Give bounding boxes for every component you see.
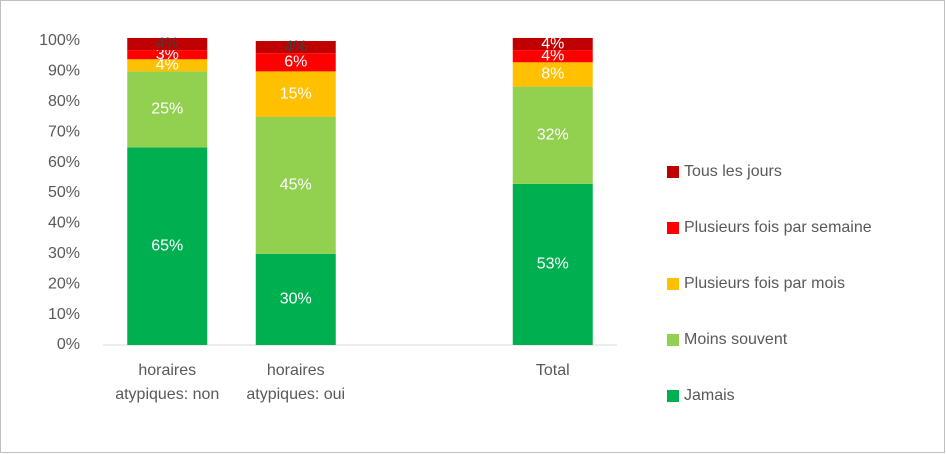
bar-segment bbox=[127, 50, 208, 60]
bar-segment bbox=[255, 117, 336, 254]
legend-swatch bbox=[667, 278, 679, 290]
legend-label: Moins souvent bbox=[684, 331, 788, 348]
y-tick-label: 80% bbox=[48, 93, 80, 110]
data-label: 3% bbox=[156, 46, 179, 63]
y-tick-label: 100% bbox=[39, 32, 80, 49]
legend-label: Plusieurs fois par semaine bbox=[684, 219, 872, 236]
bar-segment bbox=[512, 50, 593, 63]
data-label: 4% bbox=[284, 38, 307, 55]
y-tick-label: 30% bbox=[48, 245, 80, 262]
data-label: 4% bbox=[541, 47, 564, 64]
legend-swatch bbox=[667, 222, 679, 234]
data-label: 4% bbox=[541, 35, 564, 52]
data-label: 6% bbox=[284, 53, 307, 70]
bar-segment bbox=[255, 253, 336, 345]
bar-segment bbox=[255, 41, 336, 54]
x-tick-label: Total bbox=[535, 362, 570, 379]
legend-label: Plusieurs fois par mois bbox=[684, 275, 845, 292]
y-tick-label: 20% bbox=[48, 275, 80, 292]
data-label: 4% bbox=[156, 57, 179, 74]
y-tick-label: 50% bbox=[48, 184, 80, 201]
y-tick-label: 0% bbox=[57, 336, 80, 353]
bar-segment bbox=[255, 71, 336, 117]
data-label: 15% bbox=[280, 85, 312, 102]
data-label: 25% bbox=[151, 101, 183, 118]
x-tick-label: horaires atypiques: non bbox=[115, 362, 220, 403]
legend-label: Jamais bbox=[684, 387, 735, 404]
y-tick-label: 90% bbox=[48, 63, 80, 80]
legend-swatch bbox=[667, 334, 679, 346]
bar-segment bbox=[127, 71, 208, 148]
bar-segment bbox=[512, 37, 593, 51]
bar-segment bbox=[127, 147, 208, 345]
y-tick-label: 60% bbox=[48, 154, 80, 171]
legend-swatch bbox=[667, 390, 679, 402]
data-label: 8% bbox=[541, 66, 564, 83]
bar-segment bbox=[512, 86, 593, 184]
bar-segment bbox=[255, 53, 336, 72]
data-label: 32% bbox=[537, 126, 569, 143]
y-tick-label: 10% bbox=[48, 306, 80, 323]
bar-segment bbox=[127, 37, 208, 51]
bar-segment bbox=[512, 62, 593, 87]
y-tick-label: 40% bbox=[48, 215, 80, 232]
data-label: 45% bbox=[280, 177, 312, 194]
bar-segment bbox=[512, 183, 593, 345]
y-tick-label: 70% bbox=[48, 123, 80, 140]
legend-label: Tous les jours bbox=[684, 163, 782, 180]
bar-segment bbox=[127, 59, 208, 72]
data-label: 30% bbox=[280, 291, 312, 308]
data-label: 53% bbox=[537, 256, 569, 273]
x-tick-label: horaires atypiques: oui bbox=[246, 362, 346, 403]
legend-swatch bbox=[667, 166, 679, 178]
data-label: 65% bbox=[151, 237, 183, 254]
data-label: 4% bbox=[156, 35, 179, 52]
